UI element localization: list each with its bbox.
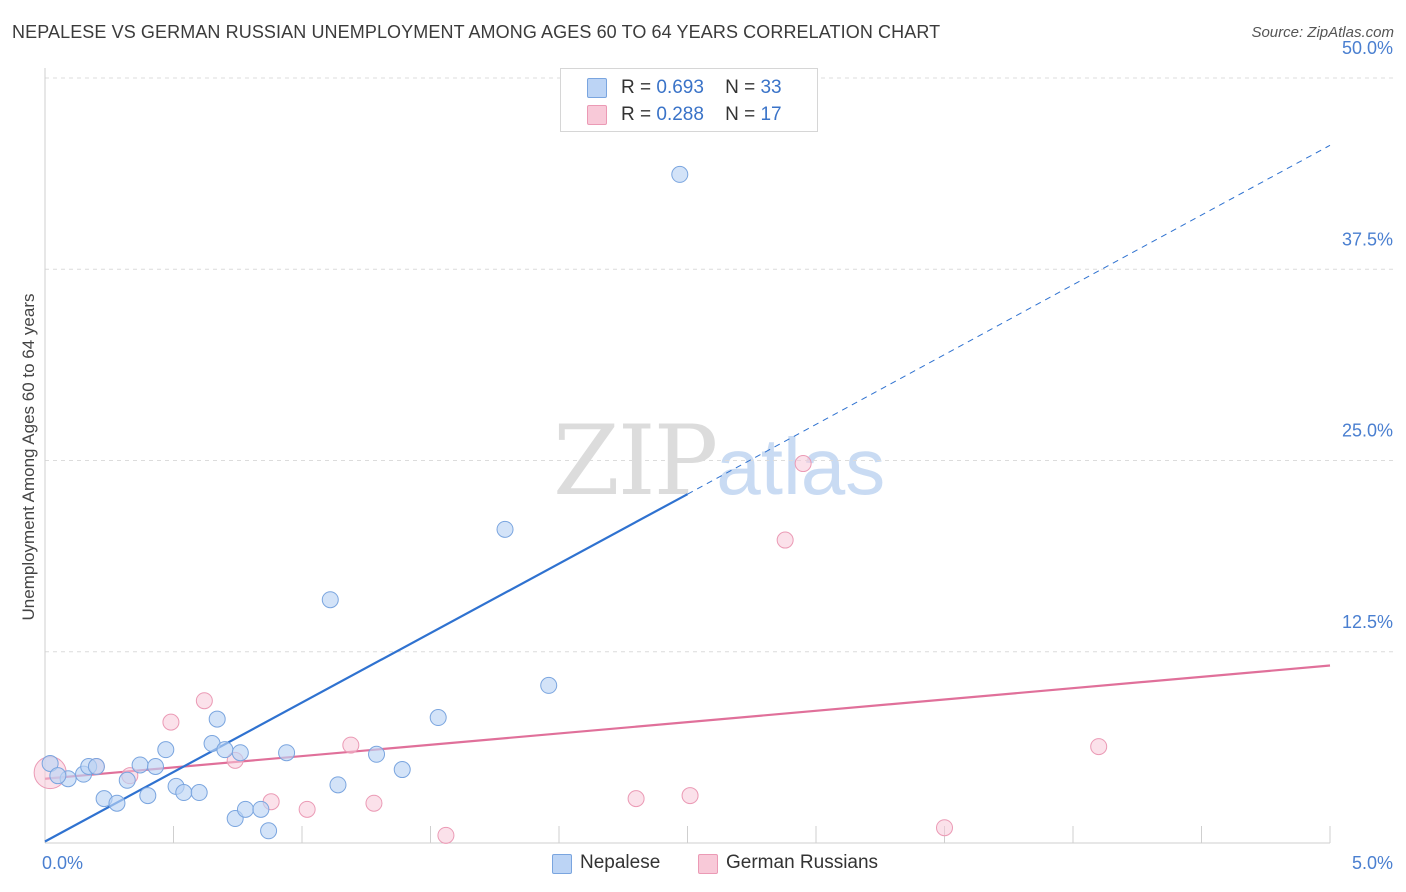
- nepalese-point: [278, 744, 296, 762]
- nepalese-point: [231, 744, 249, 762]
- r-value: 0.288: [656, 104, 704, 125]
- x-tick-label-min: 0.0%: [42, 853, 83, 873]
- n-value: 17: [760, 104, 782, 125]
- watermark-zip: ZIP: [553, 405, 718, 517]
- n-value: 33: [760, 77, 782, 98]
- nepalese-point: [216, 741, 234, 759]
- nepalese-swatch: [552, 854, 572, 874]
- nepalese-point: [496, 520, 514, 538]
- german-russians-swatch: [698, 854, 718, 874]
- german-russians-point: [1090, 738, 1108, 756]
- nepalese-point: [139, 787, 157, 805]
- nepalese-point: [260, 822, 278, 840]
- source-credit: Source: ZipAtlas.com: [1251, 24, 1394, 41]
- nepalese-point: [131, 756, 149, 774]
- axes: [44, 68, 1331, 844]
- nepalese-point: [321, 591, 339, 609]
- axis-labels: 12.5% 25.0% 37.5% 50.0% 0.0% 5.0% Unemployment…: [19, 38, 1393, 873]
- nepalese-point: [252, 800, 270, 818]
- trend-lines: [44, 144, 1331, 843]
- nepalese-point: [175, 784, 193, 802]
- n-label: N =: [725, 77, 756, 98]
- nepalese-point: [108, 794, 126, 812]
- r-label: R =: [621, 104, 652, 125]
- nepalese-swatch: [587, 78, 607, 98]
- nepalese-point: [157, 741, 175, 759]
- german-russians-point: [681, 787, 699, 805]
- y-tick-label: 12.5%: [1342, 612, 1393, 632]
- nepalese-point: [329, 776, 347, 794]
- series-legend: Nepalese German Russians: [0, 852, 1406, 878]
- german-russians-point: [195, 692, 213, 710]
- nepalese-point: [393, 761, 411, 779]
- nepalese-point: [87, 758, 105, 775]
- nepalese-point: [671, 165, 689, 183]
- chart-title: NEPALESE VS GERMAN RUSSIAN UNEMPLOYMENT …: [12, 22, 941, 42]
- nepalese-trend-line: [44, 493, 689, 843]
- y-tick-label: 37.5%: [1342, 229, 1393, 249]
- n-label: N =: [725, 104, 756, 125]
- y-tick-label: 50.0%: [1342, 38, 1393, 58]
- correlation-legend: R = 0.693 N = 33 R = 0.288 N = 17: [560, 68, 818, 132]
- legend-text: R = 0.693 N = 33: [621, 77, 782, 99]
- german-russians-point: [627, 790, 645, 808]
- grid-lines: [45, 77, 1395, 653]
- nepalese-point: [429, 709, 447, 727]
- german-russians-trend-line: [44, 664, 1331, 780]
- nepalese-point: [368, 745, 386, 763]
- nepalese-point: [118, 771, 136, 789]
- nepalese-trend-extension: [687, 144, 1331, 495]
- nepalese-point: [190, 784, 208, 802]
- german-russians-point: [936, 819, 953, 837]
- german-russians-point: [162, 713, 180, 731]
- nepalese-point: [147, 758, 165, 775]
- german-russians-swatch: [587, 105, 607, 125]
- german-russians-point: [437, 826, 455, 844]
- r-value: 0.693: [656, 77, 704, 98]
- y-tick-label: 25.0%: [1342, 421, 1393, 441]
- nepalese-point: [236, 800, 254, 818]
- nepalese-point: [41, 754, 59, 772]
- nepalese-point: [208, 710, 226, 728]
- y-axis-label: Unemployment Among Ages 60 to 64 years: [19, 294, 38, 621]
- nepalese-point: [540, 676, 558, 694]
- legend-label: German Russians: [726, 852, 879, 873]
- german-russians-point: [794, 455, 812, 473]
- watermark: ZIPatlas: [553, 405, 885, 517]
- legend-text: R = 0.288 N = 17: [621, 104, 782, 126]
- german-russians-point: [342, 736, 360, 754]
- german-russians-point: [776, 531, 794, 549]
- german-russians-point: [298, 800, 316, 818]
- x-tick-label-max: 5.0%: [1352, 853, 1393, 873]
- legend-label: Nepalese: [580, 852, 661, 873]
- german-russians-point: [365, 794, 383, 812]
- r-label: R =: [621, 77, 652, 98]
- nepalese-points: [41, 165, 689, 840]
- nepalese-point: [49, 767, 67, 785]
